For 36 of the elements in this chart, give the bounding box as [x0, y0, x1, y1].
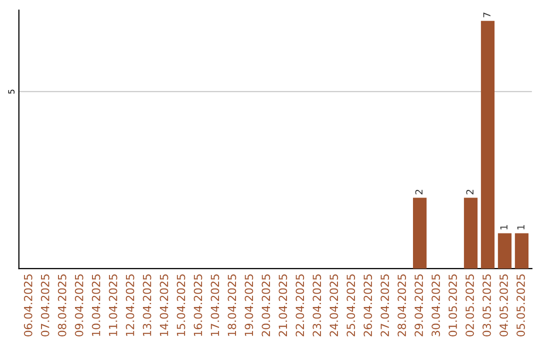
x-tick-label: 29.04.2025 — [414, 274, 424, 336]
x-tick-label: 27.04.2025 — [380, 274, 390, 336]
data-label: 7 — [483, 12, 490, 18]
x-tick-label: 24.04.2025 — [330, 274, 338, 336]
x-tick-label: 28.04.2025 — [398, 274, 406, 336]
x-tick-label: 08.04.2025 — [58, 274, 66, 336]
x-tick-label: 23.04.2025 — [312, 274, 322, 336]
y-tick-label: 5 — [8, 90, 15, 94]
x-tick-label: 17.04.2025 — [210, 274, 220, 336]
x-tick-label: 10.04.2025 — [92, 274, 100, 336]
x-tick-label: 06.04.2025 — [24, 274, 32, 336]
x-tick-label: 01.05.2025 — [448, 274, 457, 336]
x-tick-label: 25.04.2025 — [346, 274, 356, 336]
x-tick-label: 13.04.2025 — [142, 274, 152, 336]
x-tick-label: 26.04.2025 — [364, 274, 372, 336]
x-tick-label: 05.05.2025 — [516, 274, 525, 336]
x-tick-label: 18.04.2025 — [228, 274, 236, 336]
x-tick-label: 16.04.2025 — [194, 274, 202, 336]
x-tick-label: 04.05.2025 — [500, 274, 508, 336]
data-label: 2 — [466, 190, 474, 194]
x-tick-label: 30.04.2025 — [432, 274, 440, 336]
x-tick-label: 02.05.2025 — [466, 274, 474, 336]
x-tick-label: 03.05.2025 — [482, 274, 491, 336]
x-tick-label: 19.04.2025 — [244, 274, 254, 336]
x-tick-label: 22.04.2025 — [296, 274, 304, 336]
x-tick-label: 20.04.2025 — [262, 274, 270, 336]
data-label: 1 — [500, 225, 508, 230]
x-tick-label: 12.04.2025 — [126, 274, 134, 336]
x-tick-label: 14.04.2025 — [160, 274, 168, 336]
x-tick-label: 15.04.2025 — [176, 274, 186, 336]
x-tick-label: 21.04.2025 — [278, 274, 288, 336]
data-label: 1 — [517, 225, 524, 230]
x-tick-label: 09.04.2025 — [74, 274, 84, 336]
data-label: 2 — [415, 190, 422, 194]
x-tick-label: 07.04.2025 — [40, 274, 50, 336]
x-tick-label: 11.04.2025 — [108, 274, 118, 336]
